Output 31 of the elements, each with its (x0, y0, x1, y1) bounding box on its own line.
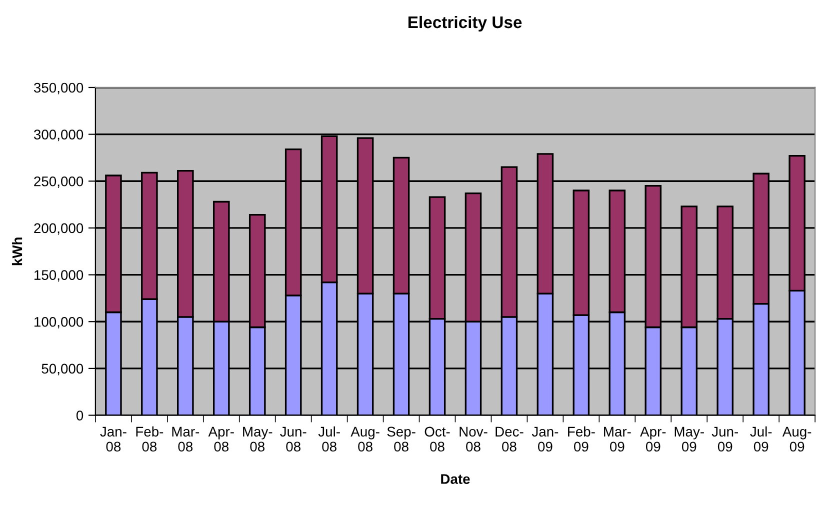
x-tick-label: Feb-08 (136, 426, 164, 452)
x-tick-label: Jan-08 (100, 426, 126, 452)
y-tick-label: 200,000 (34, 223, 84, 235)
x-tick-label: May-09 (674, 426, 704, 452)
x-tick-label: Mar-09 (604, 426, 631, 452)
y-tick-label: 50,000 (42, 364, 84, 376)
x-tick-label: Mar-08 (172, 426, 200, 452)
x-tick-label: Aug-08 (350, 426, 380, 452)
x-tick-label: Sep-08 (387, 426, 416, 452)
x-axis-title: Date (441, 474, 470, 484)
y-tick-label: 250,000 (34, 176, 84, 188)
y-tick-label: 350,000 (34, 82, 84, 94)
y-tick-label: 100,000 (34, 316, 84, 328)
y-tick-label: 300,000 (34, 130, 84, 142)
x-tick-label: Feb-09 (568, 426, 595, 452)
x-tick-label: Aug-09 (782, 426, 812, 452)
x-tick-label: Jun-09 (712, 426, 738, 452)
x-tick-label: May-08 (243, 426, 272, 452)
x-tick-label: Jul-09 (750, 426, 772, 452)
x-tick-label: Dec-08 (496, 426, 524, 452)
x-tick-label: Jul-08 (318, 426, 340, 452)
y-tick-label: 0 (76, 410, 84, 420)
x-tick-label: Jan-09 (532, 426, 558, 452)
y-tick-label: 150,000 (34, 270, 84, 282)
x-tick-label: Nov-08 (460, 426, 488, 452)
x-tick-label: Apr-08 (208, 426, 234, 452)
x-tick-label: Jun-08 (280, 426, 306, 452)
x-tick-label: Oct-08 (424, 426, 450, 452)
chart-title: Electricity Use (408, 16, 522, 32)
y-axis-title: kWh (12, 238, 22, 266)
x-tick-label: Apr-09 (640, 426, 666, 452)
